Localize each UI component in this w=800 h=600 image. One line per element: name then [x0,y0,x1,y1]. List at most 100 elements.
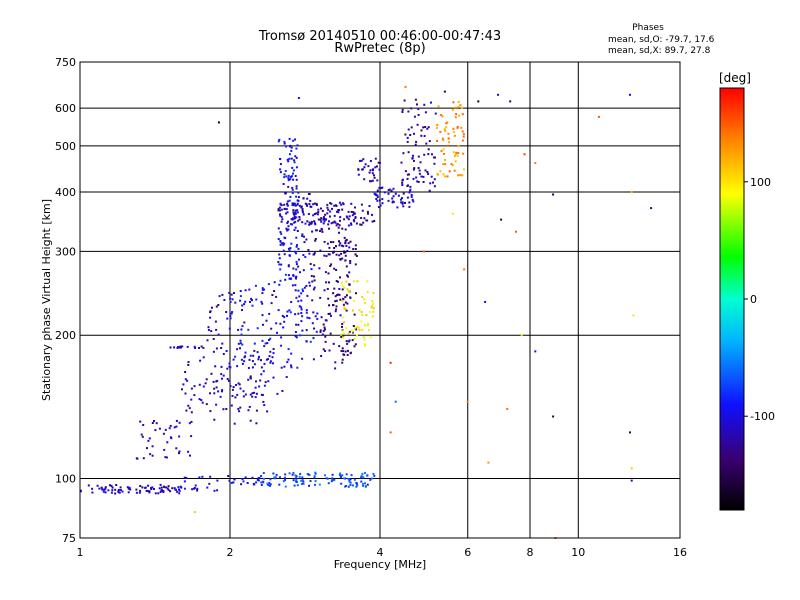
data-point [114,492,117,495]
data-point [321,333,324,336]
data-point [292,274,295,277]
x-tick-label: 8 [527,546,534,559]
data-point [146,447,148,450]
data-point [253,342,256,345]
data-point [234,301,237,304]
data-point [277,140,280,143]
data-point [315,202,318,205]
data-point [221,293,224,296]
data-point [349,260,352,262]
data-point [238,410,241,413]
data-point [310,268,313,271]
data-point [239,295,242,298]
data-point [266,482,269,485]
data-point [295,156,298,159]
data-point [297,219,300,222]
data-point [341,208,344,211]
data-point [254,396,257,399]
data-point [302,269,305,272]
data-point [376,194,379,197]
data-point [260,366,263,369]
data-point [353,345,356,348]
data-point [314,315,317,318]
data-point [280,366,283,369]
data-point [416,103,418,106]
data-point [247,409,250,412]
data-point [287,225,290,228]
data-point [296,203,299,206]
data-point [294,276,297,279]
data-point [341,284,344,287]
data-point [200,345,203,348]
data-point [273,281,276,284]
data-point [285,175,288,178]
data-point [273,476,276,479]
data-point [360,311,363,313]
data-point [302,197,305,200]
data-point [374,193,377,196]
data-point [277,209,280,212]
data-point [404,202,406,204]
data-point [439,170,442,173]
data-point [313,286,316,289]
data-point [217,390,220,393]
data-point [441,137,444,140]
data-point [300,312,303,314]
data-point [506,408,509,410]
data-point [310,222,313,225]
data-point [263,362,266,365]
data-point [456,126,459,129]
data-point [306,473,309,475]
data-point [219,395,222,398]
data-point [301,315,304,318]
data-point [372,472,375,475]
data-point [387,192,390,195]
data-point [79,490,82,493]
data-point [275,322,278,325]
data-point [218,295,221,298]
data-point [408,173,410,176]
data-point [415,176,418,179]
data-point [292,202,295,205]
data-point [345,340,348,343]
data-point [319,249,322,252]
data-point [277,227,280,230]
data-point [316,318,319,320]
data-point [452,101,455,104]
data-point [260,300,263,303]
data-point [347,340,350,343]
data-point [237,328,240,331]
data-point [274,476,277,479]
data-point [255,409,258,412]
data-point [220,373,223,376]
data-point [406,136,409,139]
data-point [311,280,314,283]
colorbar-ticks: 100 0 -100 [744,176,775,423]
data-point [215,305,218,308]
data-point [242,480,245,483]
data-point [422,126,425,129]
y-axis-label: Stationary phase Virtual Height [km] [40,199,53,401]
data-point [222,374,225,377]
data-point [371,172,374,175]
data-point [332,251,334,254]
data-point [181,345,184,348]
data-point [257,479,260,482]
data-point [138,491,141,494]
data-point [335,280,338,283]
data-point [484,300,487,303]
data-point [181,388,183,391]
data-point [348,283,351,286]
data-point [356,484,359,487]
data-point [295,245,298,248]
data-point [344,350,347,353]
data-point [194,347,197,349]
data-point [128,486,131,489]
x-tick-label: 6 [464,546,471,559]
data-point [215,347,218,350]
data-point [338,240,340,243]
data-point [377,161,380,164]
data-point [424,111,427,114]
data-point [364,324,366,327]
data-point [354,244,357,247]
